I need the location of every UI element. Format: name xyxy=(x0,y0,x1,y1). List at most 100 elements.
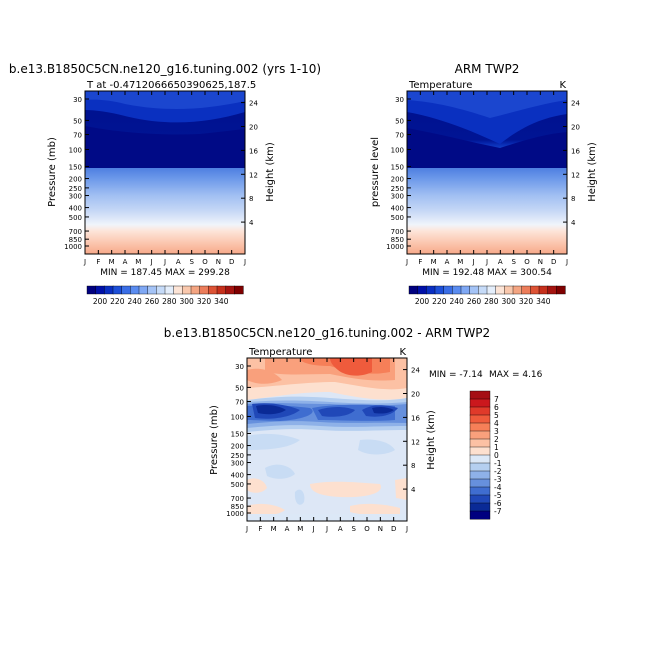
x-tick-label: A xyxy=(176,258,181,266)
x-tick-label: D xyxy=(391,525,396,533)
y-tick-label: 300 xyxy=(69,193,82,201)
colorbar-label: 2 xyxy=(494,435,499,444)
colorbar-swatch xyxy=(173,285,183,295)
right-tick-label: 8 xyxy=(571,195,575,203)
max-stat: MAX = 4.16 xyxy=(489,370,543,380)
colorbar-swatch xyxy=(130,285,140,295)
y-tick-label: 1000 xyxy=(226,510,244,518)
model-panel: b.e13.B1850C5CN.ne120_g16.tuning.002 (yr… xyxy=(9,62,321,278)
x-tick-label: J xyxy=(243,258,246,266)
x-tick-label: J xyxy=(565,258,568,266)
colorbar-label: -1 xyxy=(494,459,502,468)
x-tick-label: D xyxy=(551,258,556,266)
y-tick-label: 30 xyxy=(73,96,82,104)
temperature-colorbar: 200 220 240 260 280 300 320 340 xyxy=(86,285,244,306)
right-tick-label: 16 xyxy=(411,414,420,422)
colorbar-swatch xyxy=(469,510,491,520)
units-label: K xyxy=(559,80,566,91)
x-tick-label: J xyxy=(312,525,315,533)
colorbar-swatch xyxy=(530,285,540,295)
colorbar-swatch xyxy=(138,285,149,295)
colorbar-label: 7 xyxy=(494,395,499,404)
colorbar-swatch xyxy=(234,285,244,295)
x-tick-label: S xyxy=(351,525,356,533)
colorbar-label: 340 xyxy=(214,297,229,306)
x-tick-label: J xyxy=(245,525,248,533)
x-tick-label: J xyxy=(472,258,475,266)
x-tick-label: M xyxy=(297,525,303,533)
colorbar-label: 240 xyxy=(128,297,143,306)
colorbar-swatch xyxy=(452,285,462,295)
colorbar-label: 340 xyxy=(536,297,551,306)
colorbar-label: -3 xyxy=(494,475,502,484)
colorbar-swatch xyxy=(556,285,566,295)
y-tick-label: 400 xyxy=(231,472,244,480)
colorbar-label: 5 xyxy=(494,411,499,420)
y-tick-label: 50 xyxy=(395,117,404,125)
x-tick-label: M xyxy=(109,258,115,266)
x-tick-label: J xyxy=(83,258,86,266)
y-tick-label: 850 xyxy=(69,236,82,244)
y-tick-label: 100 xyxy=(69,146,82,154)
colorbar-swatch xyxy=(469,398,491,408)
y-tick-label: 400 xyxy=(69,205,82,213)
y-tick-label: 1000 xyxy=(64,243,82,251)
y-tick-label: 50 xyxy=(235,384,244,392)
y-tick-label: 200 xyxy=(231,443,244,451)
y-axis-right-label: Height (km) xyxy=(587,142,598,202)
panel-subtitle: Temperature xyxy=(408,80,472,91)
x-tick-label: A xyxy=(338,525,343,533)
colorbar-label: 1 xyxy=(494,443,499,452)
y-axis-right-label: Height (km) xyxy=(426,410,437,470)
y-tick-label: 150 xyxy=(231,430,244,438)
y-tick-label: 300 xyxy=(231,460,244,468)
colorbar-swatch xyxy=(443,285,453,295)
y-tick-label: 150 xyxy=(391,163,404,171)
x-tick-label: A xyxy=(445,258,450,266)
colorbar-label: 260 xyxy=(467,297,482,306)
x-tick-label: N xyxy=(378,525,383,533)
y-tick-label: 70 xyxy=(395,132,404,140)
x-tick-label: S xyxy=(511,258,516,266)
right-tick-label: 12 xyxy=(411,438,420,446)
x-tick-label: A xyxy=(123,258,128,266)
x-tick-label: N xyxy=(538,258,543,266)
colorbar-swatch xyxy=(469,406,491,416)
y-tick-label: 700 xyxy=(391,228,404,236)
right-tick-label: 12 xyxy=(249,171,258,179)
y-tick-label: 500 xyxy=(69,214,82,222)
y-axis-label: Pressure (mb) xyxy=(47,137,58,207)
y-tick-label: 300 xyxy=(391,193,404,201)
right-tick-label: 4 xyxy=(249,219,254,227)
min-stat: MIN = -7.14 xyxy=(429,370,483,380)
colorbar-swatch xyxy=(469,478,491,488)
x-tick-label: F xyxy=(258,525,262,533)
colorbar-swatch xyxy=(469,430,491,440)
colorbar-swatch xyxy=(182,285,192,295)
x-tick-label: J xyxy=(163,258,166,266)
panel-subtitle: T at -0.4712066650390625,187.5 xyxy=(86,80,256,91)
colorbar-label: 200 xyxy=(415,297,430,306)
y-tick-label: 30 xyxy=(235,363,244,371)
colorbar-label: -4 xyxy=(494,483,502,492)
y-tick-label: 500 xyxy=(231,481,244,489)
right-tick-label: 12 xyxy=(571,171,580,179)
x-tick-label: F xyxy=(96,258,100,266)
colorbar-label: 200 xyxy=(93,297,108,306)
colorbar-swatch xyxy=(417,285,427,295)
y-tick-label: 30 xyxy=(395,96,404,104)
colorbar-swatch xyxy=(469,390,491,400)
colorbar-label: 220 xyxy=(432,297,447,306)
temperature-field xyxy=(407,91,567,254)
colorbar-swatch xyxy=(478,285,488,295)
colorbar-label: 300 xyxy=(180,297,195,306)
colorbar-label: 320 xyxy=(197,297,212,306)
colorbar-swatch xyxy=(156,285,166,295)
y-tick-label: 50 xyxy=(73,117,82,125)
colorbar-label: 260 xyxy=(145,297,160,306)
colorbar-swatch xyxy=(469,446,491,456)
right-tick-label: 8 xyxy=(411,462,415,470)
